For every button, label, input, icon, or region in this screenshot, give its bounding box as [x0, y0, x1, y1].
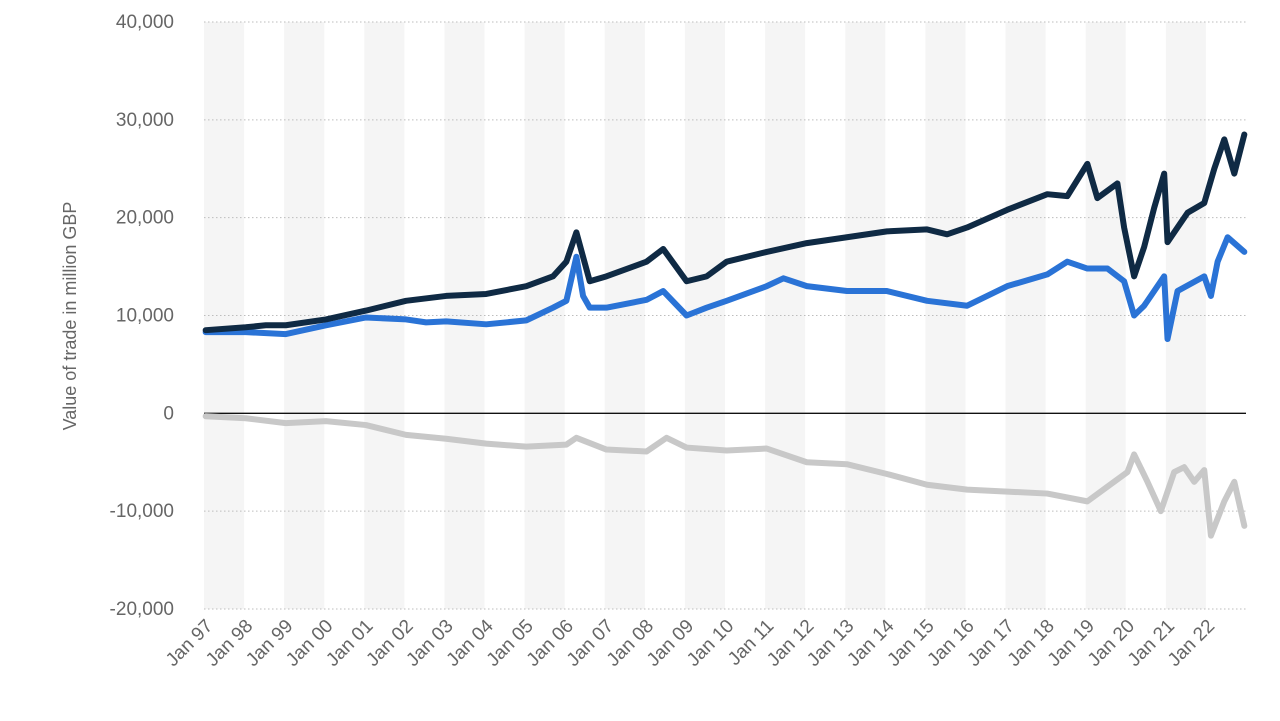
- y-tick-label: -20,000: [110, 599, 174, 620]
- series-line-3: [202, 413, 1248, 539]
- y-axis-title: Value of trade in million GBP: [60, 202, 80, 431]
- y-tick-label: 40,000: [116, 12, 174, 33]
- y-axis-tick-labels: 40,000 30,000 20,000 10,000 0 -10,000 -20,000: [110, 12, 174, 620]
- series-line-2: [202, 234, 1248, 342]
- series-lines: [202, 131, 1248, 539]
- y-tick-label: -10,000: [110, 501, 174, 522]
- y-tick-label: 20,000: [116, 208, 174, 229]
- y-tick-label: 30,000: [116, 110, 174, 131]
- year-band: [1005, 22, 1046, 609]
- horizontal-gridlines: [204, 21, 1246, 610]
- series-line-1: [202, 131, 1248, 334]
- y-tick-label: 0: [163, 403, 174, 424]
- year-band: [1085, 22, 1126, 609]
- y-tick-label: 10,000: [116, 306, 174, 327]
